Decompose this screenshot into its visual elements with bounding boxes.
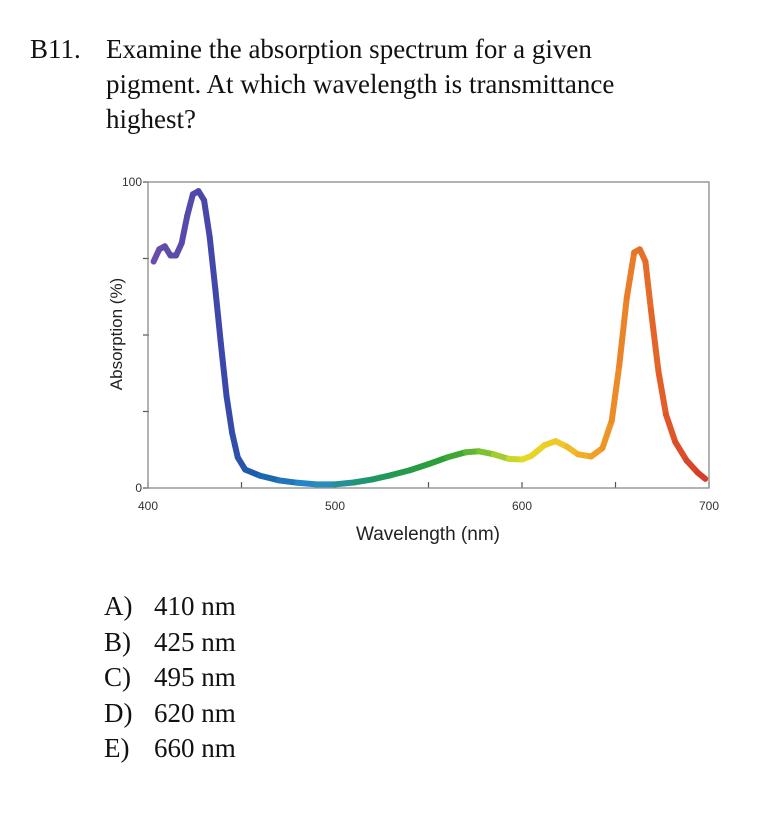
spectrum-curve-segment bbox=[608, 362, 623, 424]
x-tick-label: 600 bbox=[512, 499, 532, 513]
spectrum-curve-segment bbox=[369, 472, 395, 483]
spectrum-curve-segment bbox=[655, 368, 669, 418]
plot-frame bbox=[147, 181, 710, 489]
question-line-3: highest? bbox=[106, 104, 196, 134]
choice-e[interactable]: E) 660 nm bbox=[104, 733, 236, 763]
spectrum-curve-segment bbox=[184, 191, 196, 219]
spectrum-curve-segment bbox=[599, 417, 615, 452]
spectrum-curve-segment bbox=[642, 258, 655, 314]
spectrum-curve-segment bbox=[229, 429, 241, 461]
spectrum-curve-segment bbox=[648, 307, 662, 375]
spectrum-curve-segment bbox=[212, 286, 224, 348]
absorption-spectrum-chart: 400 500 600 700 0 100 Wavelength (nm) Absorpt… bbox=[107, 175, 719, 545]
spectrum-curve-segment bbox=[406, 461, 432, 474]
spectrum-curve-segment bbox=[694, 469, 709, 482]
spectrum-curve-segment bbox=[178, 212, 191, 247]
x-tick-label: 700 bbox=[699, 499, 719, 513]
choice-a[interactable]: A) 410 nm bbox=[104, 591, 236, 621]
spectrum-curve-segment bbox=[616, 295, 630, 369]
x-axis-label: Wavelength (nm) bbox=[356, 524, 500, 545]
spectrum-curve-segment bbox=[350, 476, 376, 486]
x-tick-label: 500 bbox=[325, 499, 345, 513]
y-tick-label: 100 bbox=[122, 175, 142, 189]
y-tick-label: 0 bbox=[135, 481, 142, 495]
spectrum-curve-segment bbox=[672, 439, 690, 464]
x-tick-label: 400 bbox=[138, 499, 158, 513]
spectrum-curve-segment bbox=[257, 472, 282, 484]
spectrum-curve-segment bbox=[275, 477, 301, 486]
question-line-1: Examine the absorption spectrum for a gi… bbox=[106, 34, 592, 64]
question-line-2: pigment. At which wavelength is transmit… bbox=[106, 69, 615, 99]
spectrum-curve-segment bbox=[425, 454, 451, 468]
choice-b[interactable]: B) 425 nm bbox=[104, 626, 236, 657]
spectrum-curve-segment bbox=[217, 341, 230, 400]
spectrum-curve-segment bbox=[444, 449, 469, 461]
spectrum-curve-segment bbox=[201, 197, 213, 241]
choice-d[interactable]: D) 620 nm bbox=[104, 697, 236, 728]
spectrum-curve-segment bbox=[662, 411, 679, 446]
spectrum-curve-segment bbox=[294, 479, 320, 488]
choice-c[interactable]: C) 495 nm bbox=[104, 662, 236, 692]
answer-choices: A) 410 nm B) 425 nm C) 495 nm D) 620 nm E) 66… bbox=[104, 589, 236, 767]
question-number: B11. bbox=[30, 34, 81, 64]
spectrum-curve-segment bbox=[388, 467, 413, 479]
y-axis-label: Absorption (%) bbox=[107, 278, 126, 390]
spectrum-curve-segment bbox=[332, 479, 357, 488]
spectrum-curve-segment bbox=[623, 249, 638, 302]
spectrum-curve-segment bbox=[206, 234, 219, 293]
spectrum-curve-segment bbox=[223, 393, 236, 436]
